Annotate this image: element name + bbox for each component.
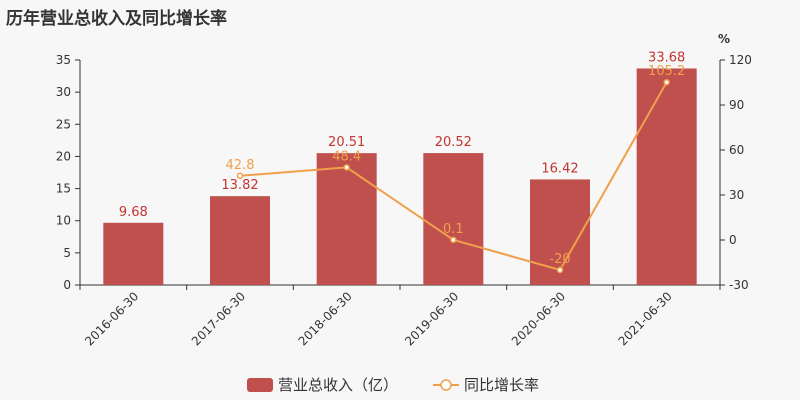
- x-tick-label: 2020-06-30: [509, 289, 568, 348]
- x-tick-label: 2019-06-30: [402, 289, 461, 348]
- bar-value-label: 16.42: [541, 161, 578, 176]
- line-value-label: 0.1: [443, 222, 464, 237]
- bar[interactable]: [316, 153, 377, 285]
- y-right-tick-label: 90: [729, 98, 744, 112]
- bar-value-label: 13.82: [221, 178, 258, 193]
- line-point[interactable]: [556, 266, 564, 274]
- bar-value-label: 20.52: [435, 135, 472, 150]
- bar[interactable]: [636, 68, 697, 285]
- bar-value-label: 9.68: [119, 205, 148, 220]
- line-value-label: -20: [549, 252, 570, 267]
- line-point[interactable]: [236, 172, 244, 180]
- x-tick-label: 2021-06-30: [616, 289, 675, 348]
- y-right-unit: %: [718, 32, 730, 46]
- legend-bar-swatch: [247, 378, 273, 392]
- line-point[interactable]: [663, 78, 670, 86]
- y-right-tick-label: 30: [729, 188, 744, 202]
- line-value-label: 48.4: [332, 149, 361, 164]
- y-left-tick-label: 35: [56, 53, 71, 67]
- line-point[interactable]: [450, 236, 457, 244]
- y-right-tick-label: 0: [729, 233, 737, 247]
- bar-series: [103, 68, 697, 285]
- bar[interactable]: [423, 153, 484, 285]
- y-left-tick-label: 0: [63, 278, 71, 292]
- line-point[interactable]: [343, 164, 350, 171]
- y-left-tick-label: 25: [56, 117, 71, 131]
- bar[interactable]: [103, 222, 164, 285]
- y-right-tick-label: 120: [729, 53, 752, 67]
- y-left-tick-label: 10: [56, 214, 71, 228]
- x-tick-label: 2018-06-30: [296, 289, 355, 348]
- data-labels: 9.68 13.82 20.51 20.52 16.42 33.68 42.8 48.4 0.1…: [119, 50, 685, 267]
- y-right-tick-label: 60: [729, 143, 744, 157]
- bar[interactable]: [210, 196, 270, 285]
- x-tick-label: 2017-06-30: [189, 289, 248, 348]
- x-tick-label: 2016-06-30: [82, 289, 141, 348]
- line-value-label: 105.2: [648, 64, 685, 79]
- legend[interactable]: 营业总收入（亿） 同比增长率: [247, 376, 539, 394]
- bar-value-label: 20.51: [328, 135, 365, 150]
- legend-line-marker: [440, 379, 452, 391]
- chart-title: 历年营业总收入及同比增长率: [6, 9, 227, 29]
- line-value-label: 42.8: [226, 158, 255, 173]
- y-left-tick-label: 30: [56, 85, 71, 99]
- legend-line-label: 同比增长率: [464, 376, 539, 394]
- y-left-tick-label: 20: [56, 149, 71, 163]
- y-left-tick-label: 15: [56, 182, 71, 196]
- y-right-tick-label: -30: [729, 278, 749, 292]
- y-left-tick-label: 5: [63, 246, 71, 260]
- legend-bar-label: 营业总收入（亿）: [278, 376, 398, 394]
- bar-value-label: 33.68: [648, 50, 685, 65]
- line-series: [236, 78, 670, 274]
